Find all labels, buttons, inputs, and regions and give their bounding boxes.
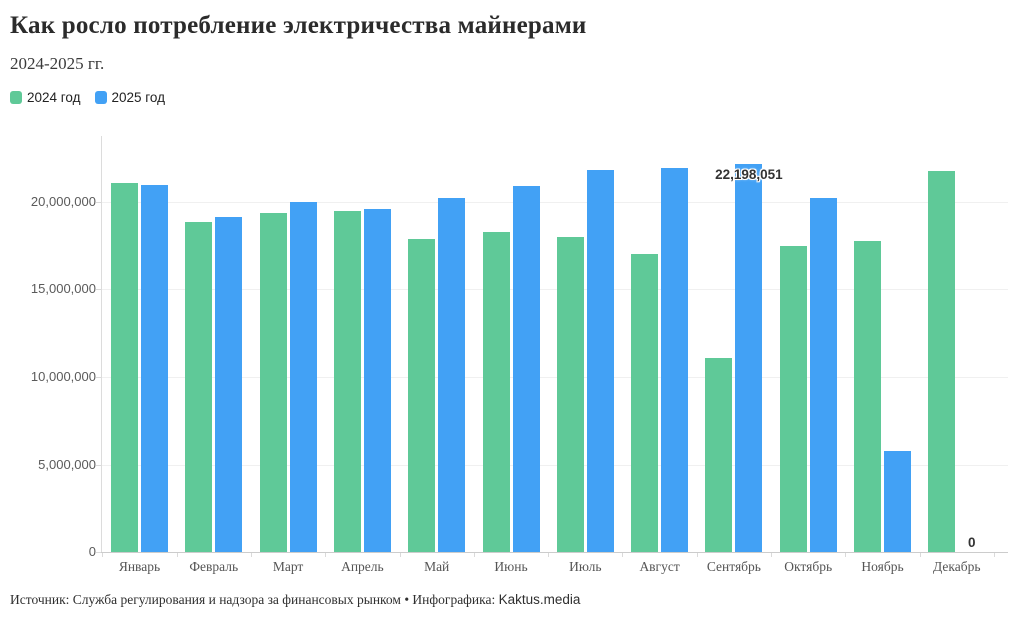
x-axis-label-Февраль: Февраль	[189, 559, 239, 574]
y-axis-label: 15,000,000	[30, 281, 96, 296]
x-axis-label-Апрель: Апрель	[341, 559, 384, 574]
bar-2025-Июнь[interactable]	[512, 186, 540, 552]
chart-title: Как росло потребление электричества майн…	[10, 12, 587, 39]
x-axis-tick	[177, 553, 178, 557]
x-axis-tick	[845, 553, 846, 557]
x-axis-line	[101, 552, 1008, 553]
legend-item-2024: 2024 год	[10, 90, 81, 105]
x-axis-tick	[548, 553, 549, 557]
x-axis-tick	[474, 553, 475, 557]
bar-2025-Март[interactable]	[289, 202, 317, 552]
bar-2024-Август[interactable]	[631, 254, 659, 552]
x-axis-label-Август: Август	[639, 559, 680, 574]
bar-2024-Сентябрь[interactable]	[705, 358, 733, 552]
source-note: Источник: Служба регулирования и надзора…	[10, 592, 580, 608]
y-axis-tick	[96, 202, 101, 203]
x-axis-label-Декабрь: Декабрь	[933, 559, 981, 574]
bar-2025-Май[interactable]	[438, 198, 466, 552]
x-axis-label-Март: Март	[272, 559, 304, 574]
legend-label: 2024 год	[27, 90, 81, 105]
gridline	[101, 465, 1008, 466]
gridline	[101, 289, 1008, 290]
x-axis-tick	[771, 553, 772, 557]
bar-2025-Январь[interactable]	[141, 185, 168, 552]
gridline	[101, 377, 1008, 378]
legend: 2024 год 2025 год	[10, 90, 165, 105]
brand-text: Kaktus.media	[498, 592, 581, 607]
y-axis-label: 10,000,000	[30, 369, 96, 384]
legend-label: 2025 год	[111, 90, 166, 105]
y-axis-tick	[96, 552, 101, 553]
bar-2025-Август[interactable]	[661, 168, 689, 552]
bar-2024-Октябрь[interactable]	[779, 246, 807, 552]
chart-subtitle: 2024-2025 гг.	[10, 54, 105, 73]
y-axis-tick	[96, 465, 101, 466]
y-axis-label: 20,000,000	[30, 194, 96, 209]
x-axis-tick	[400, 553, 401, 557]
bar-2024-Май[interactable]	[408, 239, 436, 552]
source-text: Источник: Служба регулирования и надзора…	[10, 592, 499, 607]
legend-item-2025: 2025 год	[94, 90, 166, 105]
x-axis-tick	[920, 553, 921, 557]
bar-2024-Февраль[interactable]	[185, 222, 213, 552]
bar-2025-Июль[interactable]	[586, 170, 614, 552]
bar-2024-Март[interactable]	[259, 213, 287, 552]
bar-2025-Октябрь[interactable]	[809, 198, 837, 552]
y-axis-line	[101, 136, 102, 552]
x-axis-tick	[102, 553, 103, 557]
zero-value-label: 0	[968, 535, 976, 550]
y-axis-label: 0	[88, 544, 96, 559]
x-axis-label-Июль: Июль	[569, 559, 602, 574]
x-axis-label-Июнь: Июнь	[494, 559, 528, 574]
value-tooltip: 22,198,051	[715, 167, 783, 182]
gridline	[101, 202, 1008, 203]
x-axis-label-Ноябрь: Ноябрь	[861, 559, 904, 574]
x-axis-tick	[697, 553, 698, 557]
bar-2025-Апрель[interactable]	[363, 209, 391, 552]
y-axis-label: 5,000,000	[38, 457, 96, 472]
x-axis-tick	[251, 553, 252, 557]
x-axis-label-Сентябрь: Сентябрь	[706, 559, 761, 574]
bar-2024-Апрель[interactable]	[333, 211, 361, 552]
bar-2025-Сентябрь[interactable]	[735, 164, 763, 552]
bar-2024-Июль[interactable]	[556, 237, 584, 552]
x-axis-label-Май: Май	[424, 559, 450, 574]
bar-2024-Июнь[interactable]	[482, 232, 510, 552]
bar-2025-Ноябрь[interactable]	[884, 451, 911, 552]
y-axis-tick	[96, 377, 101, 378]
bar-2024-Январь[interactable]	[111, 183, 138, 552]
x-axis-label-Январь: Январь	[118, 559, 161, 574]
bar-2024-Декабрь[interactable]	[928, 171, 956, 552]
bar-2025-Февраль[interactable]	[215, 217, 243, 552]
x-axis-tick	[325, 553, 326, 557]
x-axis-tick	[622, 553, 623, 557]
bar-2024-Ноябрь[interactable]	[854, 241, 881, 552]
legend-swatch-icon	[94, 91, 107, 104]
x-axis-tick	[994, 553, 995, 557]
x-axis-label-Октябрь: Октябрь	[784, 559, 833, 574]
y-axis-tick	[96, 289, 101, 290]
legend-swatch-icon	[10, 91, 22, 104]
